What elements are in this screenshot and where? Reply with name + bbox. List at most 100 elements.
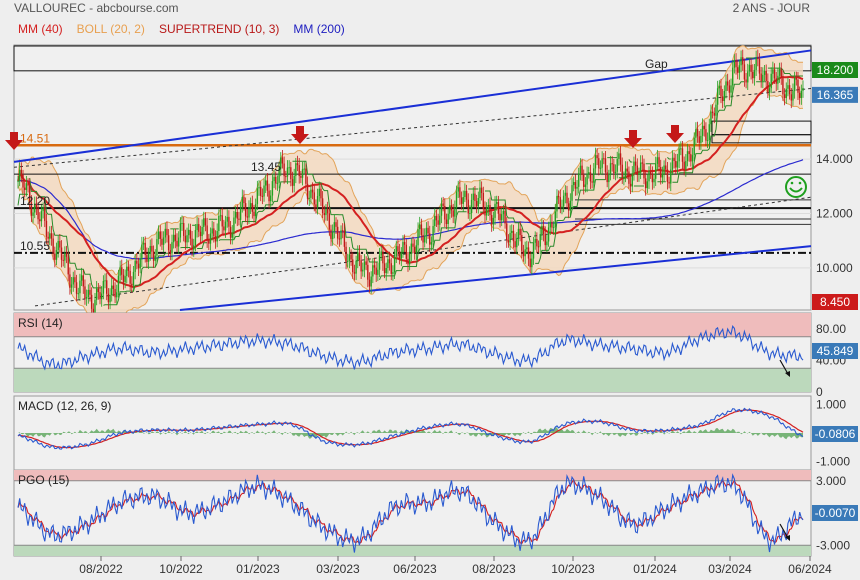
candle-body-80 (151, 245, 153, 252)
candle-body-156 (278, 168, 280, 183)
candle-body-436 (747, 71, 749, 83)
candle-body-176 (311, 189, 314, 193)
candle-body-26 (60, 247, 63, 260)
candle-body-58 (114, 288, 116, 298)
candle-body-121 (219, 215, 222, 217)
candle-body-222 (388, 259, 391, 264)
candle-body-283 (490, 215, 493, 225)
candle-body-184 (325, 209, 327, 216)
candle-body-86 (161, 238, 163, 245)
candle-body-256 (445, 219, 448, 225)
smiley-mouth (789, 187, 803, 193)
macd-tick-0: 1.000 (816, 398, 846, 412)
candle-body-333 (574, 182, 577, 189)
candle-body-98 (181, 223, 183, 225)
candle-body-110 (201, 226, 203, 237)
candle-body-23 (55, 249, 58, 260)
candle-body-407 (698, 136, 700, 143)
candle-body-53 (106, 280, 108, 294)
candle-body-380 (653, 178, 655, 183)
rsi-line (17, 325, 804, 371)
candle-body-148 (265, 180, 267, 186)
candle-body-126 (228, 216, 230, 227)
candle-body-221 (387, 259, 389, 269)
candle-body-19 (49, 233, 51, 239)
candle-body-393 (675, 161, 677, 168)
candle-body-384 (660, 167, 662, 178)
candle-body-43 (89, 289, 91, 295)
candle-body-442 (757, 57, 759, 60)
pgo-panel-bg (13, 469, 812, 557)
candle-body-82 (154, 255, 156, 261)
candle-body-161 (286, 167, 289, 177)
candle-body-396 (680, 148, 682, 150)
candle-body-100 (184, 235, 187, 243)
candle-body-35 (75, 282, 78, 294)
badge-16-365-bg (812, 86, 858, 103)
candle-body-282 (489, 205, 491, 216)
candle-body-199 (350, 254, 352, 260)
candle-body-88 (164, 228, 166, 238)
candle-body-300 (519, 228, 521, 236)
candle-body-52 (104, 280, 106, 282)
candle-body-279 (484, 208, 486, 216)
candle-body-310 (536, 238, 538, 247)
candle-body-265 (460, 197, 463, 204)
candle-body-145 (259, 186, 262, 196)
candle-body-24 (57, 241, 59, 250)
candle-body-204 (358, 252, 361, 261)
candle-body-194 (342, 230, 344, 232)
candle-body-183 (323, 212, 326, 216)
candle-body-21 (52, 238, 54, 254)
candle-body-18 (47, 236, 49, 239)
candle-body-320 (552, 227, 555, 229)
candle-body-301 (521, 235, 523, 251)
candle-body-298 (516, 238, 518, 248)
legend-item-3: MM (200) (293, 22, 344, 36)
rsi-badge: 45.849 (817, 344, 854, 358)
candle-body-3 (22, 174, 24, 188)
candle-body-447 (765, 71, 767, 82)
candle-body-288 (499, 213, 501, 221)
candle-body-41 (85, 297, 88, 299)
candle-body-68 (131, 283, 133, 286)
candle-body-315 (544, 233, 546, 246)
candle-body-413 (708, 124, 710, 141)
candle-body-139 (249, 203, 252, 207)
candle-body-424 (726, 81, 729, 86)
candle-body-133 (239, 207, 242, 220)
candle-body-412 (706, 140, 709, 142)
candle-body-451 (772, 69, 774, 74)
inner-channel-upper (13, 87, 812, 168)
candle-body-54 (107, 293, 110, 303)
candle-body-344 (593, 168, 595, 183)
candle-body-356 (613, 164, 615, 174)
candle-body-319 (551, 221, 553, 228)
candle-body-15 (42, 207, 44, 212)
candle-body-104 (191, 238, 193, 250)
candle-body-238 (415, 245, 418, 253)
candle-body-20 (50, 233, 53, 239)
pgo-line (17, 473, 804, 553)
candle-body-90 (167, 235, 170, 251)
candle-body-22 (54, 253, 56, 260)
candle-body-267 (464, 190, 466, 198)
candle-body-403 (691, 155, 694, 162)
candle-body-326 (562, 195, 565, 207)
candle-body-236 (412, 243, 414, 247)
smiley-icon (785, 176, 807, 198)
candle-body-218 (382, 251, 384, 264)
candle-body-295 (511, 230, 513, 233)
candle-body-374 (643, 163, 645, 179)
candle-body-461 (788, 85, 791, 95)
candle-body-367 (631, 173, 633, 187)
candle-body-81 (152, 251, 155, 261)
candle-body-417 (715, 104, 717, 116)
x-tick-label-7: 01/2024 (633, 562, 677, 576)
candle-body-6 (27, 183, 29, 186)
candle-body-394 (676, 161, 679, 168)
candle-body-180 (318, 188, 320, 197)
candle-body-430 (737, 67, 739, 73)
badge-16-365: 16.365 (817, 88, 854, 102)
candle-body-328 (566, 192, 568, 204)
